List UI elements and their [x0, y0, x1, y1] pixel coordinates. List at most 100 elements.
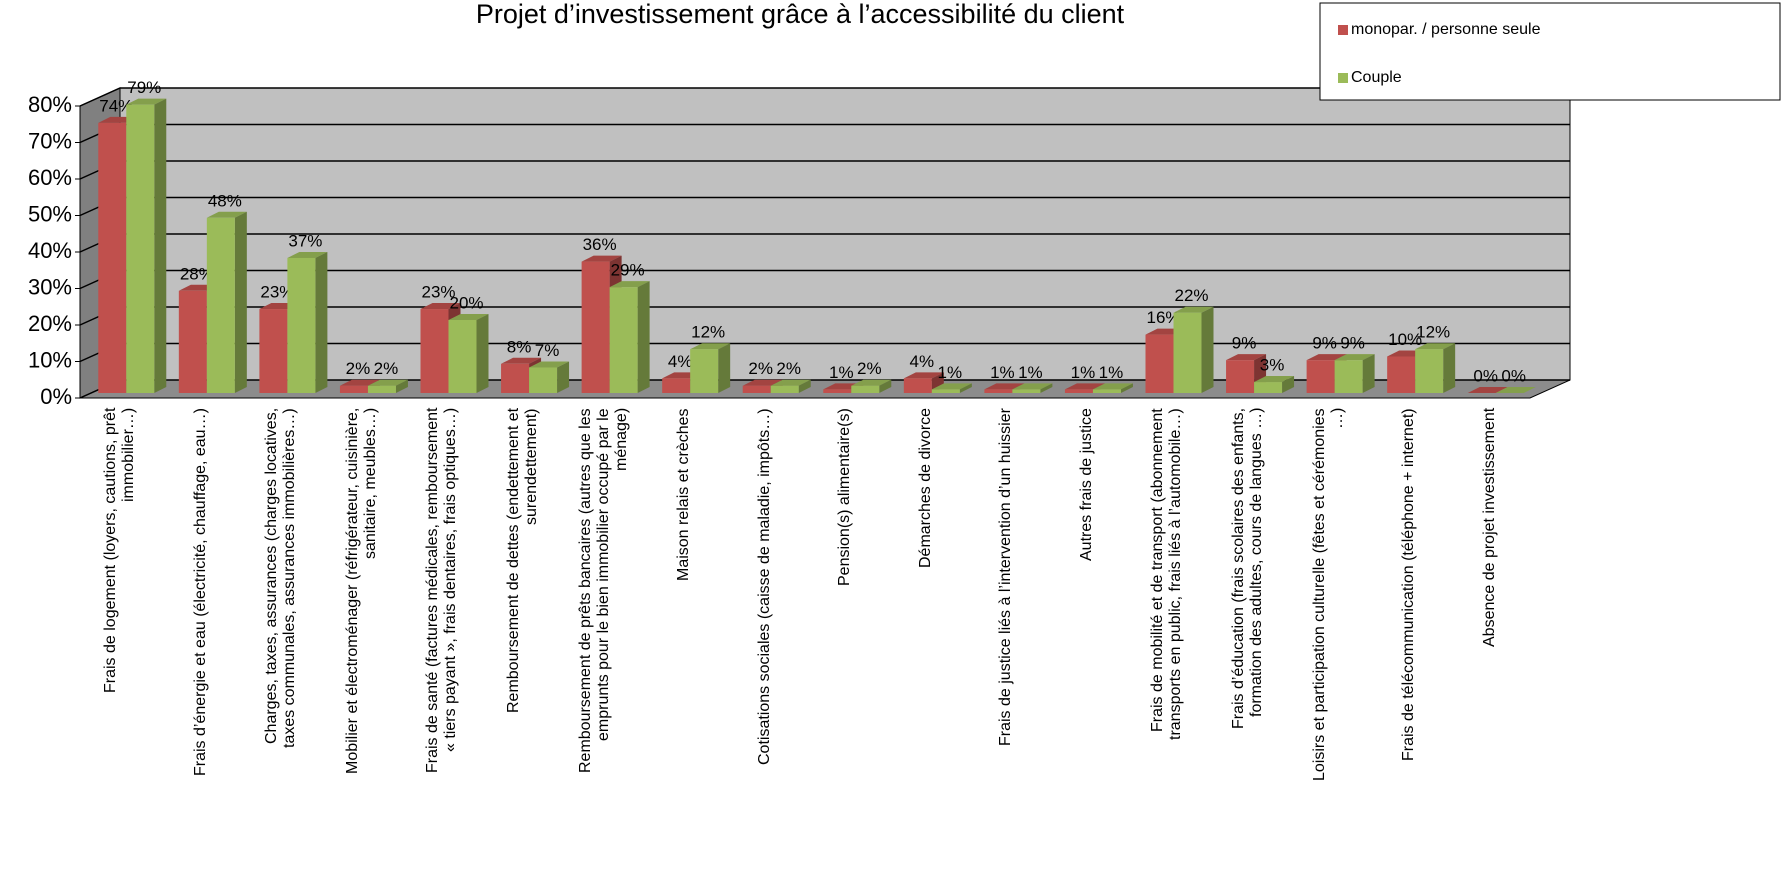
data-label: 23%: [260, 283, 294, 302]
legend-swatch: [1338, 73, 1348, 83]
x-tick-label: Remboursement de prêts bancaires (autres…: [576, 408, 630, 773]
x-tick-label: Frais de mobilité et de transport (abonn…: [1149, 408, 1185, 740]
data-label: 3%: [1260, 356, 1285, 375]
bar-front: [126, 104, 155, 394]
x-tick-label-box: Maison relais et crèches: [644, 408, 725, 786]
x-tick-label: Cotisations sociales (caisse de maladie,…: [755, 408, 773, 765]
bar-front: [690, 349, 719, 393]
y-tick-label: 60%: [28, 165, 72, 190]
bar-top: [851, 379, 892, 386]
x-tick-label-box: Remboursement de prêts bancaires (autres…: [563, 408, 644, 786]
data-label: 2%: [374, 359, 399, 378]
x-tick-label: Maison relais et crèches: [675, 408, 693, 581]
data-label: 1%: [1018, 363, 1043, 382]
bar-top: [1092, 383, 1133, 390]
bar-front: [1334, 360, 1363, 393]
bar-top: [1467, 387, 1508, 393]
data-label: 48%: [208, 191, 242, 210]
data-label: 9%: [1312, 334, 1337, 353]
bar: [529, 361, 570, 393]
x-tick-label-box: Pension(s) alimentaire(s): [805, 408, 886, 786]
bar-front: [501, 363, 530, 393]
bar: [1467, 387, 1508, 393]
bar-front: [581, 261, 610, 393]
bar-front: [98, 122, 127, 394]
bar: [1415, 343, 1456, 393]
x-tick-label-box: Frais d’éducation (frais scolaires des e…: [1208, 408, 1289, 786]
bar-side: [154, 98, 167, 394]
bar-top: [420, 303, 461, 310]
data-label: 28%: [180, 264, 214, 283]
bar: [1254, 376, 1295, 393]
bar-top: [1226, 354, 1267, 361]
x-tick-label-box: Autres frais de justice: [1047, 408, 1128, 786]
bar: [609, 281, 650, 393]
bar: [1092, 383, 1133, 393]
bar-front: [770, 385, 799, 393]
data-label: 4%: [668, 352, 693, 371]
data-label: 1%: [938, 363, 963, 382]
bar-top: [206, 211, 247, 218]
bar-side: [879, 379, 892, 393]
bar-side: [718, 343, 731, 393]
x-tick-label: Remboursement de dettes (endettement et …: [505, 408, 541, 714]
bar-front: [662, 378, 691, 393]
bar-side: [1040, 383, 1053, 393]
bar-front: [1064, 389, 1093, 393]
bar-side: [557, 361, 570, 393]
legend-box: [1319, 2, 1781, 101]
bar: [1173, 306, 1214, 393]
bar-top: [1173, 306, 1214, 313]
data-label: 23%: [421, 283, 455, 302]
bar-front: [1145, 334, 1174, 393]
bar-top: [126, 98, 167, 105]
data-label: 9%: [1232, 334, 1257, 353]
data-label: 0%: [1473, 366, 1498, 385]
bar-side: [1362, 354, 1375, 393]
data-label: 2%: [748, 359, 773, 378]
bar-side: [1282, 376, 1295, 393]
bar: [770, 379, 811, 393]
bar-front: [1306, 360, 1335, 393]
bar-top: [581, 255, 622, 262]
bar-top: [367, 379, 408, 386]
bar: [690, 343, 731, 393]
x-tick-label-box: Frais d’énergie et eau (électricité, cha…: [161, 408, 242, 786]
bar-top: [1012, 383, 1053, 390]
data-label: 12%: [1416, 323, 1450, 342]
x-tick-label: Frais de justice liés à l’intervention d…: [997, 408, 1015, 746]
data-label: 20%: [449, 293, 483, 312]
bar-side: [395, 379, 408, 393]
bar-front: [339, 385, 368, 393]
data-label: 16%: [1146, 308, 1180, 327]
bar-front: [287, 257, 316, 393]
bar: [367, 379, 408, 393]
x-tick-label: Pension(s) alimentaire(s): [836, 408, 854, 586]
x-tick-label-box: Charges, taxes, assurances (charges loca…: [241, 408, 322, 786]
data-label: 10%: [1388, 330, 1422, 349]
bar-front: [984, 389, 1013, 393]
x-tick-label: Frais de santé (factures médicales, remb…: [424, 408, 460, 774]
bar-side: [798, 379, 811, 393]
y-tick-label: 70%: [28, 128, 72, 153]
data-label: 7%: [535, 341, 560, 360]
bar-front: [1012, 389, 1041, 393]
data-label: 79%: [127, 78, 161, 97]
bar-top: [984, 383, 1025, 390]
bar-side: [637, 281, 650, 393]
x-tick-label-box: Démarches de divorce: [886, 408, 967, 786]
bar-front: [206, 217, 235, 393]
bar-top: [690, 343, 731, 350]
x-tick-label: Frais d’éducation (frais scolaires des e…: [1230, 408, 1266, 730]
data-label: 4%: [910, 352, 935, 371]
x-tick-label: Frais de télécommunication (téléphone + …: [1400, 408, 1418, 761]
bar-top: [931, 383, 972, 390]
bar-side: [315, 251, 328, 393]
bar-top: [770, 379, 811, 386]
y-tick-label: 50%: [28, 201, 72, 226]
bar: [287, 251, 328, 393]
chart-title: Projet d’investissement grâce à l’access…: [476, 0, 1125, 29]
y-tick-label: 30%: [28, 274, 72, 299]
data-label: 9%: [1340, 334, 1365, 353]
